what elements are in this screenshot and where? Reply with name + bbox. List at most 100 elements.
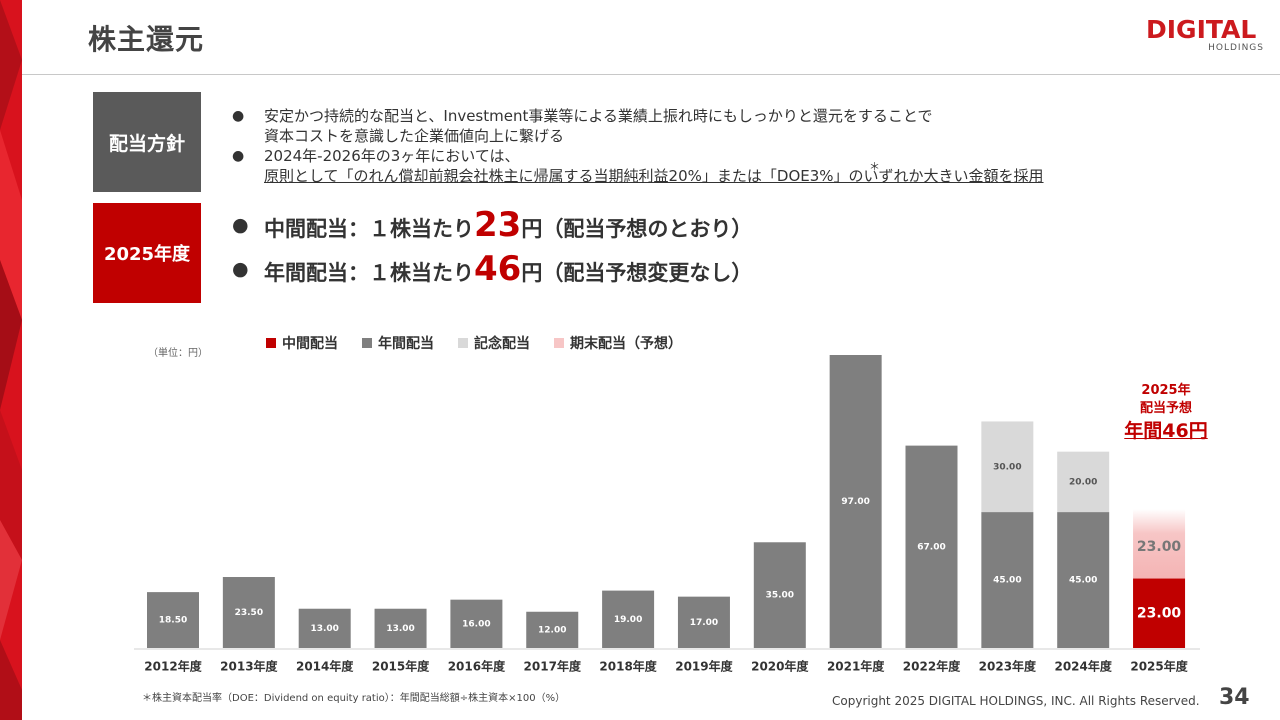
annual-value: 46 [474,249,522,289]
x-axis-tick-label: 2019年度 [675,659,733,674]
bar-annual-dividend [147,592,199,648]
x-axis-tick-label: 2014年度 [296,659,354,674]
x-axis-tick-label: 2015年度 [372,659,430,674]
legend-swatch-commemorative [458,338,468,348]
bar-value-label: 20.00 [1069,477,1097,487]
legend-item-interim: 中間配当 [266,333,338,353]
bar-annual-dividend [602,590,655,648]
bar-annual-dividend [829,355,882,648]
bar-value-label: 18.50 [159,616,187,626]
policy-label-box: 配当方針 [93,92,201,192]
bullet-dot-icon: ● [232,148,245,164]
legend-label-year-end-forecast: 期末配当（予想） [570,336,682,352]
annual-suffix: 円（配当予想変更なし） [521,261,753,285]
bar-value-label: 13.00 [310,624,338,634]
interim-prefix: 中間配当：１株当たり [264,217,474,241]
annual-dividend-row: ● 年間配当：１株当たり46円（配当予想変更なし） [232,250,752,294]
fy2025-bullets: ● 中間配当：１株当たり23円（配当予想のとおり） ● 年間配当：１株当たり46… [232,206,752,294]
bar-value-label: 17.00 [690,618,718,628]
x-axis-tick-label: 2018年度 [599,659,657,674]
bar-value-label: 12.00 [538,625,566,635]
bar-value-label: 23.50 [235,608,263,618]
bar-value-label: 23.00 [1137,539,1182,555]
bar-value-label: 16.00 [462,619,490,629]
callout-line-1: 2025年 [1141,383,1191,398]
stripe-graphic [0,0,22,720]
policy-bullets: ● 安定かつ持続的な配当と、Investment事業等による業績上振れ時にもしっ… [232,106,1044,186]
x-axis-tick-label: 2012年度 [144,659,202,674]
interim-dividend-row: ● 中間配当：１株当たり23円（配当予想のとおり） [232,206,752,250]
logo-wordmark: DIGITAL [1146,15,1257,44]
bar-annual-dividend [374,608,427,648]
x-axis-tick-label: 2021年度 [827,659,885,674]
copyright-text: Copyright 2025 DIGITAL HOLDINGS, INC. Al… [832,694,1200,708]
bar-annual-dividend [981,512,1034,648]
page-title: 株主還元 [88,23,205,56]
policy-bullet-2-line-1: 2024年-2026年の3ヶ年においては、 [264,147,520,165]
logo-subtext: HOLDINGS [1208,43,1264,53]
title-divider [22,74,1280,75]
policy-bullet-2-line-2: 原則として「のれん償却前親会社株主に帰属する当期純利益20%」または「DOE3%… [264,167,1044,185]
x-axis-tick-label: 2023年度 [979,659,1037,674]
bullet-dot-icon: ● [232,214,249,236]
doe-footnote-mark: ＊ [869,160,880,173]
policy-bullet-1-line-1: 安定かつ持続的な配当と、Investment事業等による業績上振れ時にもしっかり… [264,107,933,125]
interim-suffix: 円（配当予想のとおり） [521,217,753,241]
chart-x-labels: 2012年度 2013年度 2014年度 2015年度 2016年度 2017年度 2018… [144,659,1188,674]
legend-swatch-year-end-forecast [554,338,564,348]
legend-swatch-interim [266,338,276,348]
bar-value-label: 97.00 [841,497,869,507]
bar-annual-dividend [1057,512,1110,648]
legend-label-interim: 中間配当 [282,336,338,352]
doe-footnote: ＊株主資本配当率（DOE：Dividend on equity ratio）：年… [142,693,566,704]
bar-commemorative-dividend [981,421,1034,513]
chart-legend: 中間配当 年間配当 記念配当 期末配当（予想） [266,333,706,353]
bar-value-label: 45.00 [993,576,1021,586]
callout-line-2: 配当予想 [1139,401,1192,416]
bullet-dot-icon: ● [232,108,245,124]
legend-item-commemorative: 記念配当 [458,333,530,353]
x-axis-tick-label: 2016年度 [448,659,506,674]
x-axis-tick-label: 2024年度 [1054,659,1112,674]
policy-bullet-1: ● 安定かつ持続的な配当と、Investment事業等による業績上振れ時にもしっ… [232,106,1044,146]
bar-value-label: 45.00 [1069,576,1097,586]
company-logo: DIGITAL HOLDINGS [1146,15,1270,54]
bar-annual-dividend [905,445,958,648]
bar-annual-dividend [677,596,730,648]
bar-annual-dividend [753,542,806,648]
bar-annual-dividend [222,577,275,648]
x-axis-tick-label: 2025年度 [1130,659,1188,674]
policy-bullet-1-line-2: 資本コストを意識した企業価値向上に繋げる [264,127,565,145]
callout-line-3: 年間46円 [1124,420,1208,442]
legend-swatch-annual [362,338,372,348]
policy-bullet-2: ● 2024年-2026年の3ヶ年においては、 原則として「のれん償却前親会社株… [232,146,1044,186]
bar-value-label: 23.00 [1137,605,1182,621]
page-number: 34 [1219,685,1250,710]
bar-value-label: 67.00 [917,542,945,552]
bar-annual-dividend [450,599,503,648]
chart-unit-label: （単位：円） [148,348,208,359]
legend-label-commemorative: 記念配当 [474,336,530,352]
bar-commemorative-dividend [1057,451,1110,513]
x-axis-tick-label: 2013年度 [220,659,278,674]
chart-bars: 18.50 23.50 13.00 13.00 16.00 12.00 19.00 17.00… [147,355,1186,648]
decorative-left-stripe [0,0,22,720]
bar-year-end-forecast [1133,509,1186,579]
legend-item-annual: 年間配当 [362,333,434,353]
bar-value-label: 30.00 [993,462,1021,472]
legend-item-year-end-forecast: 期末配当（予想） [554,333,682,353]
annual-prefix: 年間配当：１株当たり [264,261,474,285]
bar-annual-dividend [526,611,579,648]
legend-label-annual: 年間配当 [378,336,434,352]
x-axis-tick-label: 2020年度 [751,659,809,674]
bullet-dot-icon: ● [232,258,249,280]
bar-value-label: 13.00 [386,624,414,634]
fy2025-label-box: 2025年度 [93,203,201,303]
x-axis-tick-label: 2022年度 [903,659,961,674]
bar-value-label: 35.00 [766,591,794,601]
x-axis-tick-label: 2017年度 [524,659,582,674]
bar-annual-dividend [298,608,351,648]
bar-value-label: 19.00 [614,615,642,625]
bar-interim-dividend [1133,578,1186,648]
